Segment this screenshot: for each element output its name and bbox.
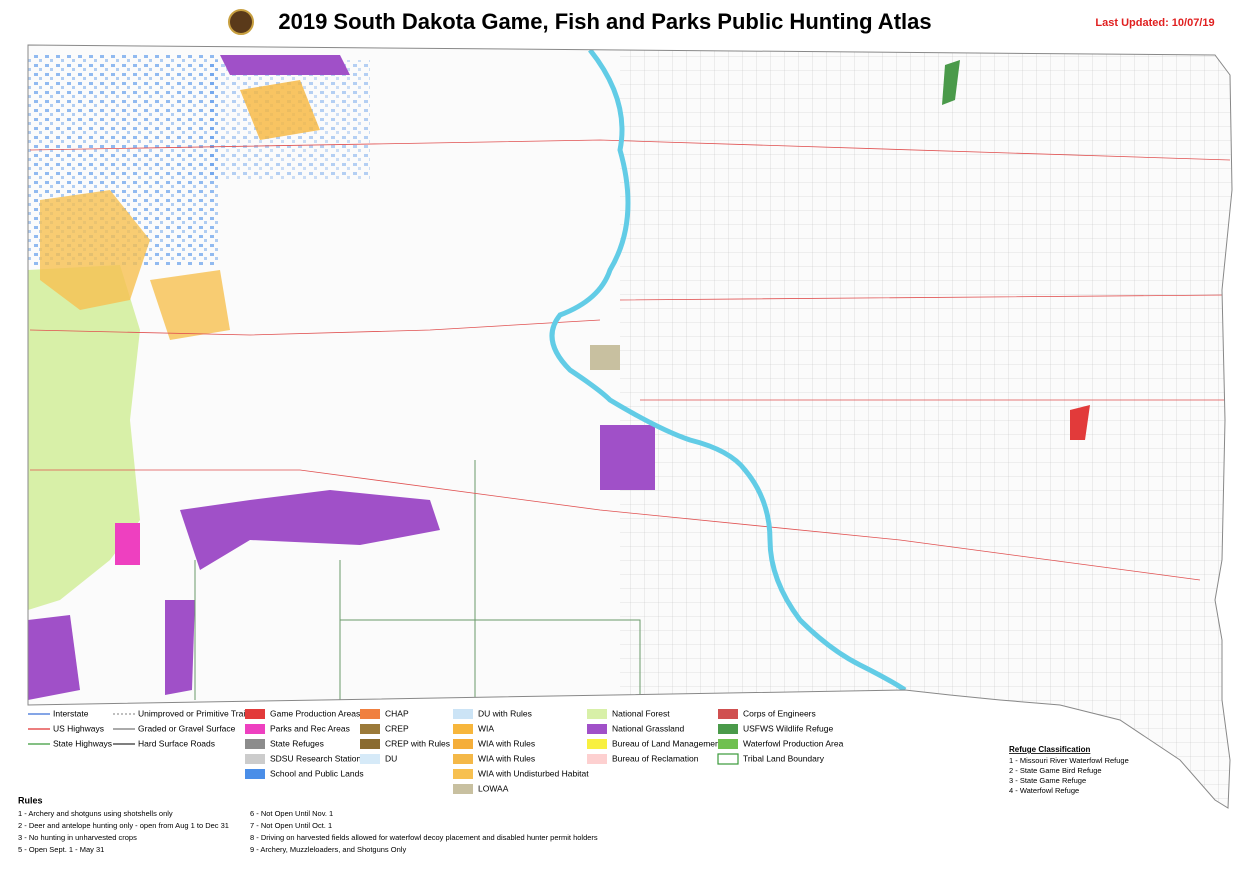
- rule-item: 5 - Open Sept. 1 - May 31: [18, 845, 104, 854]
- legend-label: CREP: [385, 723, 409, 733]
- legend-label: DU: [385, 753, 397, 763]
- legend-label: School and Public Lands: [270, 768, 364, 778]
- legend-swatch: [718, 739, 738, 749]
- legend-label: USFWS Wildlife Refuge: [743, 723, 833, 733]
- legend-swatch: [245, 709, 265, 719]
- legend-label: Hard Surface Roads: [138, 738, 215, 748]
- legend-swatch: [587, 754, 607, 764]
- game-production: [1070, 405, 1090, 440]
- legend-swatch: [360, 724, 380, 734]
- legend-swatch: [453, 709, 473, 719]
- legend-label: Tribal Land Boundary: [743, 753, 825, 763]
- legend-label: CREP with Rules: [385, 738, 450, 748]
- legend-label: WIA: [478, 723, 494, 733]
- tribal-boundary: [194, 460, 641, 700]
- wia: [40, 190, 150, 310]
- legend-label: US Highways: [53, 723, 104, 733]
- national-grassland: [28, 615, 80, 700]
- legend-swatch: [453, 739, 473, 749]
- wia: [240, 80, 320, 140]
- rules-title: Rules: [18, 795, 43, 805]
- rule-item: 3 - No hunting in unharvested crops: [18, 833, 137, 842]
- missouri-river: [549, 48, 907, 693]
- refuge-title: Refuge Classification: [1009, 745, 1090, 754]
- legend-swatch: [587, 724, 607, 734]
- legend-swatch: [360, 754, 380, 764]
- national-grassland: [220, 55, 350, 75]
- legend-label: Game Production Areas: [270, 708, 360, 718]
- legend-swatch: [245, 724, 265, 734]
- title: 2019 South Dakota Game, Fish and Parks P…: [278, 9, 931, 34]
- legend-label: Interstate: [53, 708, 89, 718]
- legend-swatch: [245, 739, 265, 749]
- refuge-item: 4 - Waterfowl Refuge: [1009, 786, 1079, 795]
- legend-label: LOWAA: [478, 783, 509, 793]
- legend-label: WIA with Undisturbed Habitat: [478, 768, 589, 778]
- legend-label: WIA with Rules: [478, 753, 535, 763]
- legend-swatch: [360, 709, 380, 719]
- rule-item: 1 - Archery and shotguns using shotshell…: [18, 809, 173, 818]
- legend-swatch: [453, 724, 473, 734]
- highways: [29, 139, 1231, 581]
- legend-label: CHAP: [385, 708, 409, 718]
- legend-label: State Highways: [53, 738, 112, 748]
- rule-item: 7 - Not Open Until Oct. 1: [250, 821, 332, 830]
- rule-item: 8 - Driving on harvested fields allowed …: [250, 833, 598, 842]
- refuge-item: 3 - State Game Refuge: [1009, 776, 1086, 785]
- national-grassland: [180, 490, 440, 570]
- legend-label: Waterfowl Production Area: [743, 738, 844, 748]
- legend-label: Bureau of Land Management: [612, 738, 723, 748]
- lowaa: [590, 345, 620, 370]
- wia: [150, 270, 230, 340]
- legend-label: Unimproved or Primitive Trail: [138, 708, 247, 718]
- legend-label: WIA with Rules: [478, 738, 535, 748]
- national-grassland: [165, 600, 195, 695]
- legend-swatch: [453, 769, 473, 779]
- map: [28, 45, 1232, 808]
- section-grid: [620, 45, 1232, 808]
- legend-label: Bureau of Reclamation: [612, 753, 699, 763]
- legend-swatch: [245, 754, 265, 764]
- refuge-box: [1003, 742, 1138, 797]
- refuge-item: 1 - Missouri River Waterfowl Refuge: [1009, 756, 1129, 765]
- legend-swatch: [718, 724, 738, 734]
- legend-label: Graded or Gravel Surface: [138, 723, 236, 733]
- wildlife-refuge: [942, 60, 960, 105]
- rule-item: 9 - Archery, Muzzleloaders, and Shotguns…: [250, 845, 406, 854]
- rule-item: 2 - Deer and antelope hunting only - ope…: [18, 821, 229, 830]
- refuge-item: 2 - State Game Bird Refuge: [1009, 766, 1102, 775]
- legend-label: Parks and Rec Areas: [270, 723, 350, 733]
- last-updated: Last Updated: 10/07/19: [1095, 17, 1214, 29]
- legend-swatch: [453, 784, 473, 794]
- legend-label: National Grassland: [612, 723, 685, 733]
- legend-swatch: [587, 739, 607, 749]
- legend-label: SDSU Research Stations: [270, 753, 365, 763]
- logo: [228, 9, 254, 35]
- legend-swatch: [453, 754, 473, 764]
- legend-swatch: [718, 709, 738, 719]
- legend-swatch: [717, 753, 739, 765]
- legend-swatch: [587, 709, 607, 719]
- legend-label: National Forest: [612, 708, 670, 718]
- legend-label: State Refuges: [270, 738, 324, 748]
- national-forest: [28, 265, 140, 610]
- legend-swatch: [245, 769, 265, 779]
- legend-label: DU with Rules: [478, 708, 532, 718]
- national-grassland: [600, 425, 655, 490]
- legend-swatch: [360, 739, 380, 749]
- parks-rec: [115, 523, 140, 565]
- state-outline: [27, 44, 1233, 809]
- legend-label: Corps of Engineers: [743, 708, 816, 718]
- rule-item: 6 - Not Open Until Nov. 1: [250, 809, 333, 818]
